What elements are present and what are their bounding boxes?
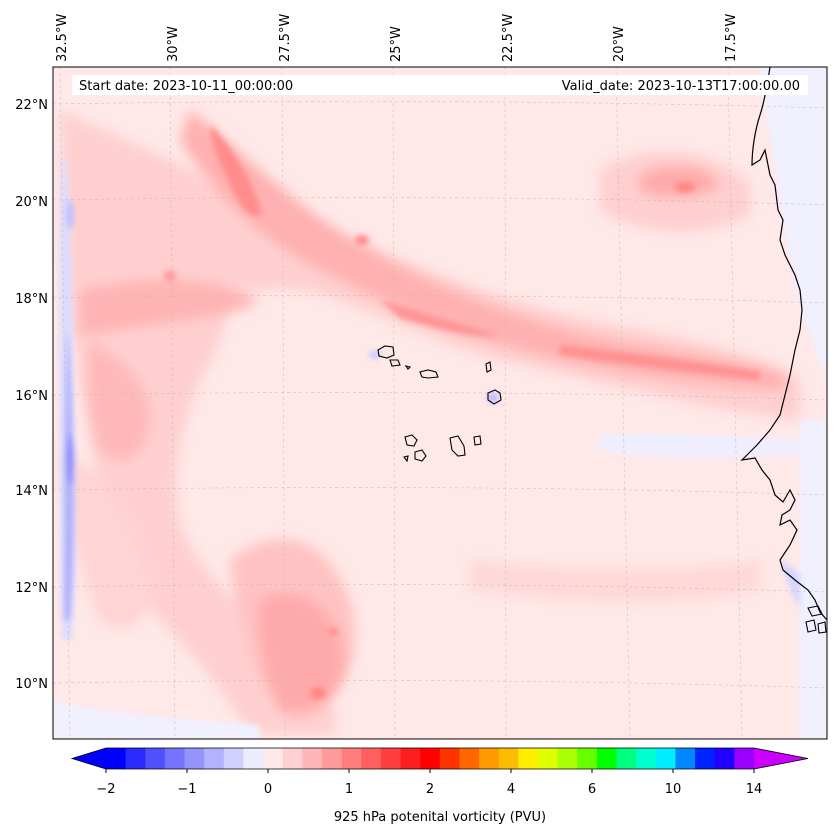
colorbar-segment (361, 748, 382, 769)
colorbar-tick-label: 0 (264, 782, 272, 797)
colorbar-segment (695, 748, 716, 769)
lon-label: 25°W (389, 26, 404, 62)
colorbar-tick-label: 1 (345, 782, 353, 797)
colorbar-tick-label: 14 (746, 782, 763, 797)
colorbar (70, 747, 809, 773)
colorbar-segment (596, 748, 618, 769)
lat-label: 16°N (15, 389, 48, 404)
colorbar-segment (538, 748, 559, 769)
colorbar-tick-label: 10 (665, 782, 682, 797)
cape-verde-islands (377, 345, 827, 634)
lat-label: 20°N (15, 195, 48, 210)
info-box (72, 75, 808, 95)
colorbar-segment (557, 748, 578, 769)
colorbar-segment (263, 748, 284, 769)
colorbar-tick-label: 2 (426, 782, 434, 797)
colorbar-segment (282, 748, 303, 769)
lat-label: 14°N (15, 484, 48, 499)
colorbar-segment (400, 748, 421, 769)
colorbar-extend-high (754, 748, 808, 769)
gridlines (53, 67, 827, 739)
latitude-labels: 22°N 20°N 18°N 16°N 14°N 12°N 10°N (15, 98, 48, 692)
colorbar-segment (734, 748, 755, 769)
colorbar-segment (322, 748, 343, 769)
map-frame (52, 66, 828, 740)
colorbar-segment (204, 748, 225, 769)
colorbar-segment (341, 748, 362, 769)
colorbar-segment (518, 748, 539, 769)
colorbar-segment (164, 748, 186, 769)
colorbar-segment (459, 748, 480, 769)
colorbar-segment (302, 748, 323, 769)
colorbar-segment (636, 748, 657, 769)
start-date-label: Start date: 2023-10-11_00:00:00 (79, 79, 293, 94)
colorbar-segment (184, 748, 205, 769)
lat-label: 22°N (15, 98, 48, 113)
colorbar-segment (380, 748, 402, 769)
pv-field-negative (53, 67, 827, 739)
colorbar-segment (479, 748, 500, 769)
colorbar-tick-label: −1 (177, 782, 196, 797)
colorbar-tick-label: 4 (507, 782, 515, 797)
longitude-labels: 32.5°W 30°W 27.5°W 25°W 22.5°W 20°W 17.5… (55, 14, 739, 62)
colorbar-segment (714, 748, 735, 769)
colorbar-tick-label: 6 (588, 782, 596, 797)
lon-label: 27.5°W (278, 14, 293, 62)
lat-label: 10°N (15, 677, 48, 692)
valid-date-label: Valid_date: 2023-10-13T17:00:00.00 (562, 79, 800, 94)
colorbar-tick-label: −2 (96, 782, 115, 797)
colorbar-label: 925 hPa potenital vorticity (PVU) (334, 810, 546, 825)
lon-label: 20°W (612, 26, 627, 62)
colorbar-segment (655, 748, 676, 769)
colorbar-ticks: −2 −1 0 1 2 4 6 10 14 (96, 782, 762, 797)
colorbar-segment (439, 748, 460, 769)
lat-label: 18°N (15, 292, 48, 307)
lon-label: 32.5°W (55, 14, 70, 62)
pv-field-strong (164, 125, 760, 699)
colorbar-extend-low (72, 748, 106, 769)
colorbar-segment (223, 748, 244, 769)
colorbar-segment (577, 748, 598, 769)
colorbar-segment (243, 748, 264, 769)
colorbar-segment (106, 748, 127, 769)
coastline (740, 67, 827, 621)
colorbar-segment (420, 748, 441, 769)
colorbar-segment (145, 748, 166, 769)
colorbar-segment (675, 748, 696, 769)
lat-label: 12°N (15, 581, 48, 596)
colorbar-segment (616, 748, 637, 769)
lon-label: 22.5°W (501, 14, 516, 62)
map-panel: Start date: 2023-10-11_00:00:00 Valid_da… (53, 67, 827, 739)
colorbar-segment (498, 748, 519, 769)
colorbar-segment (125, 748, 146, 769)
lon-label: 30°W (166, 26, 181, 62)
lon-label: 17.5°W (724, 14, 739, 62)
